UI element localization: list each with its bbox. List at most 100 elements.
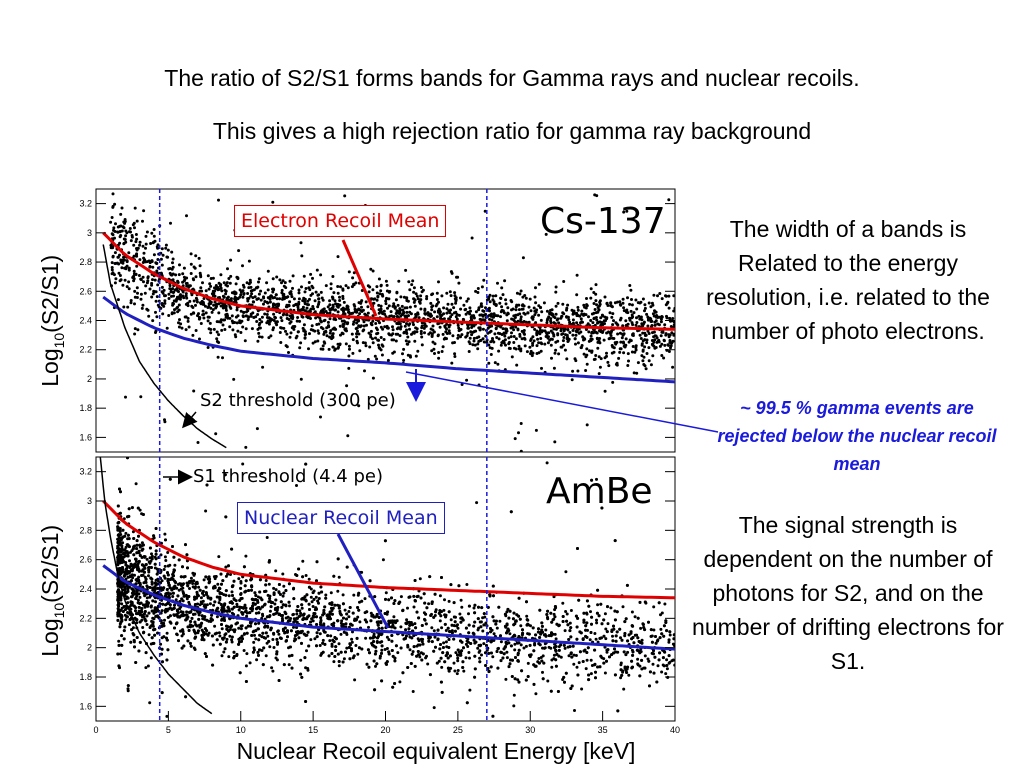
data-point [643,309,646,313]
data-point [610,336,614,340]
data-point [202,302,206,306]
data-point [646,329,650,333]
data-point [634,298,638,302]
data-point [170,273,174,277]
data-point [211,289,215,293]
data-point [453,341,456,344]
data-point [339,632,343,636]
data-point [551,313,555,316]
data-point [452,306,456,310]
data-point [620,336,624,340]
data-point [428,331,432,335]
data-point [286,295,290,299]
data-point [424,324,428,328]
data-point [329,282,333,286]
slide-subtitle: This gives a high rejection ratio for ga… [212,118,812,144]
data-point [244,554,248,558]
data-point [124,618,128,622]
data-point [669,346,672,350]
data-point [585,362,589,366]
data-point [517,431,520,435]
data-point [459,328,463,331]
data-point [344,284,348,288]
data-point [515,363,519,367]
data-point [672,333,675,337]
data-point [571,329,575,332]
data-point [380,648,384,652]
data-point [288,604,291,608]
data-point [590,337,594,341]
data-point [174,273,178,277]
data-point [245,652,249,656]
data-point [387,304,391,308]
data-point [618,347,622,351]
data-point [233,333,237,337]
data-point [503,279,507,283]
data-point [123,218,127,221]
data-point [164,559,168,562]
data-point [325,334,329,338]
data-point [135,621,139,625]
data-point [482,318,486,322]
data-point [274,316,277,320]
data-point [397,279,401,283]
data-point [260,315,264,319]
data-point [299,658,303,662]
data-point [320,309,323,313]
data-point [295,334,299,338]
data-point [529,309,533,313]
data-point [256,339,260,343]
data-point [396,303,400,307]
data-point [603,295,607,299]
data-point [440,626,444,630]
data-point [369,267,373,271]
data-point [340,319,344,323]
data-point [144,581,148,584]
data-point [289,331,293,335]
data-point [593,193,597,197]
data-point [623,634,627,638]
data-point [247,315,251,319]
data-point [512,341,516,344]
data-point [376,295,380,299]
data-point [628,302,632,306]
data-point [336,255,340,259]
data-point [538,332,542,336]
data-point [574,333,578,337]
data-point [233,295,237,299]
data-point [279,316,283,320]
data-point [595,621,599,625]
data-point [266,269,270,273]
data-point [213,300,217,304]
data-point [118,241,122,245]
data-point [445,311,449,315]
data-point [249,294,253,298]
data-point [594,299,598,303]
data-point [597,372,601,376]
data-point [318,316,322,320]
data-point [631,345,635,348]
data-point [363,597,367,601]
data-point [523,337,527,341]
data-point [403,324,407,328]
data-point [334,347,337,351]
data-point [185,281,189,285]
data-point [303,298,307,302]
data-point [514,337,518,341]
data-point [572,662,576,666]
data-point [588,349,591,353]
data-point [356,329,359,333]
data-point [121,259,125,263]
data-point [327,324,330,328]
data-point [301,559,305,563]
data-point [165,326,169,330]
data-point [353,310,357,314]
data-point [482,340,486,344]
data-point [265,536,269,539]
data-point [299,341,303,345]
data-point [568,331,572,334]
data-point [589,672,593,676]
data-point [449,270,453,274]
data-point [384,302,388,306]
data-point [667,333,671,337]
